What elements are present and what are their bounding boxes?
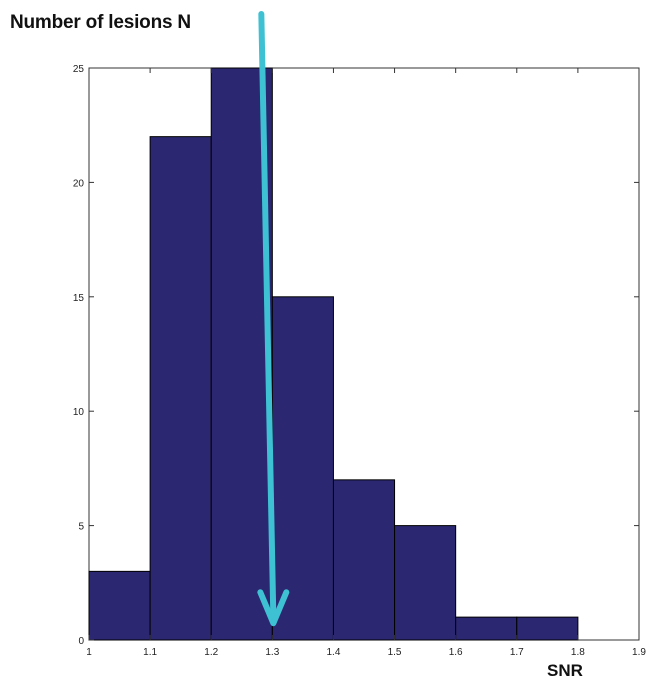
x-tick-label: 1.5 bbox=[388, 647, 402, 658]
x-tick-label: 1.3 bbox=[265, 647, 279, 658]
y-tick-label: 15 bbox=[73, 293, 85, 304]
y-axis-label: Number of lesions N bbox=[10, 12, 191, 33]
x-tick-label: 1.8 bbox=[571, 647, 585, 658]
histogram-bar bbox=[88, 570, 151, 641]
histogram-bar bbox=[149, 136, 212, 641]
histogram-bar bbox=[394, 525, 457, 641]
y-tick-label: 5 bbox=[78, 522, 84, 533]
y-tick-label: 0 bbox=[78, 636, 84, 647]
x-tick-label: 1.9 bbox=[632, 647, 646, 658]
histogram-bar bbox=[516, 616, 579, 641]
histogram-bar bbox=[271, 296, 334, 641]
y-tick-label: 10 bbox=[73, 407, 85, 418]
y-tick-label: 25 bbox=[73, 64, 85, 75]
histogram-bar bbox=[332, 479, 396, 641]
x-tick-label: 1.6 bbox=[449, 647, 463, 658]
annotation-arrow-head bbox=[257, 589, 290, 627]
x-tick-label: 1.2 bbox=[204, 647, 218, 658]
x-axis-label: SNR bbox=[547, 661, 583, 680]
x-tick-label: 1 bbox=[86, 647, 92, 658]
y-tick-label: 20 bbox=[73, 178, 85, 189]
histogram-bar bbox=[455, 616, 518, 641]
x-tick-label: 1.4 bbox=[326, 647, 340, 658]
x-tick-label: 1.1 bbox=[143, 647, 157, 658]
x-tick-label: 1.7 bbox=[510, 647, 524, 658]
annotation-arrow-shaft bbox=[258, 11, 277, 621]
